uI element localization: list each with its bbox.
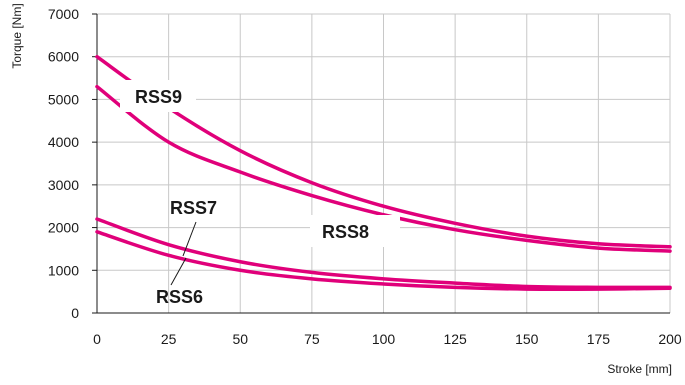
- series-label-rss6: RSS6: [156, 287, 203, 307]
- y-tick-label: 3000: [48, 177, 79, 193]
- x-axis-title: Stroke [mm]: [607, 362, 672, 376]
- series-label-rss7: RSS7: [170, 198, 217, 218]
- series-line-rss7: [95, 217, 672, 290]
- x-tick-label: 100: [372, 331, 396, 347]
- y-tick-label: 5000: [48, 91, 79, 107]
- x-tick-label: 200: [658, 331, 682, 347]
- x-tick-label: 150: [515, 331, 539, 347]
- x-tick-label: 125: [443, 331, 467, 347]
- x-tick-label: 25: [161, 331, 177, 347]
- y-tick-label: 0: [71, 305, 79, 321]
- grid: [97, 13, 671, 313]
- x-tick-label: 75: [304, 331, 320, 347]
- y-axis-title: Torque [Nm]: [10, 3, 24, 68]
- y-tick-label: 6000: [48, 49, 79, 65]
- callout-line-rss6: [170, 257, 187, 286]
- y-tick-label: 1000: [48, 262, 79, 278]
- series-line-rss8: [95, 84, 672, 253]
- series-label-rss9: RSS9: [135, 87, 182, 107]
- axes: [96, 14, 670, 314]
- x-tick-label: 50: [232, 331, 248, 347]
- series-label-bg-rss9: [120, 80, 196, 112]
- series-label-rss8: RSS8: [322, 222, 369, 242]
- x-tick-label: 175: [587, 331, 611, 347]
- series-lines: [95, 54, 672, 291]
- series-line-rss6: [95, 230, 672, 291]
- callout-line-rss7: [182, 221, 197, 257]
- series-line-rss9: [95, 54, 672, 249]
- x-tick-label: 0: [93, 331, 101, 347]
- y-tick-label: 4000: [48, 134, 79, 150]
- y-tick-label: 7000: [48, 6, 79, 22]
- tick-labels: 0 25 50 75 100 125 150 175 200010002000300040005…: [48, 6, 682, 347]
- y-tick-label: 2000: [48, 220, 79, 236]
- series-label-bg-rss8: [310, 215, 400, 247]
